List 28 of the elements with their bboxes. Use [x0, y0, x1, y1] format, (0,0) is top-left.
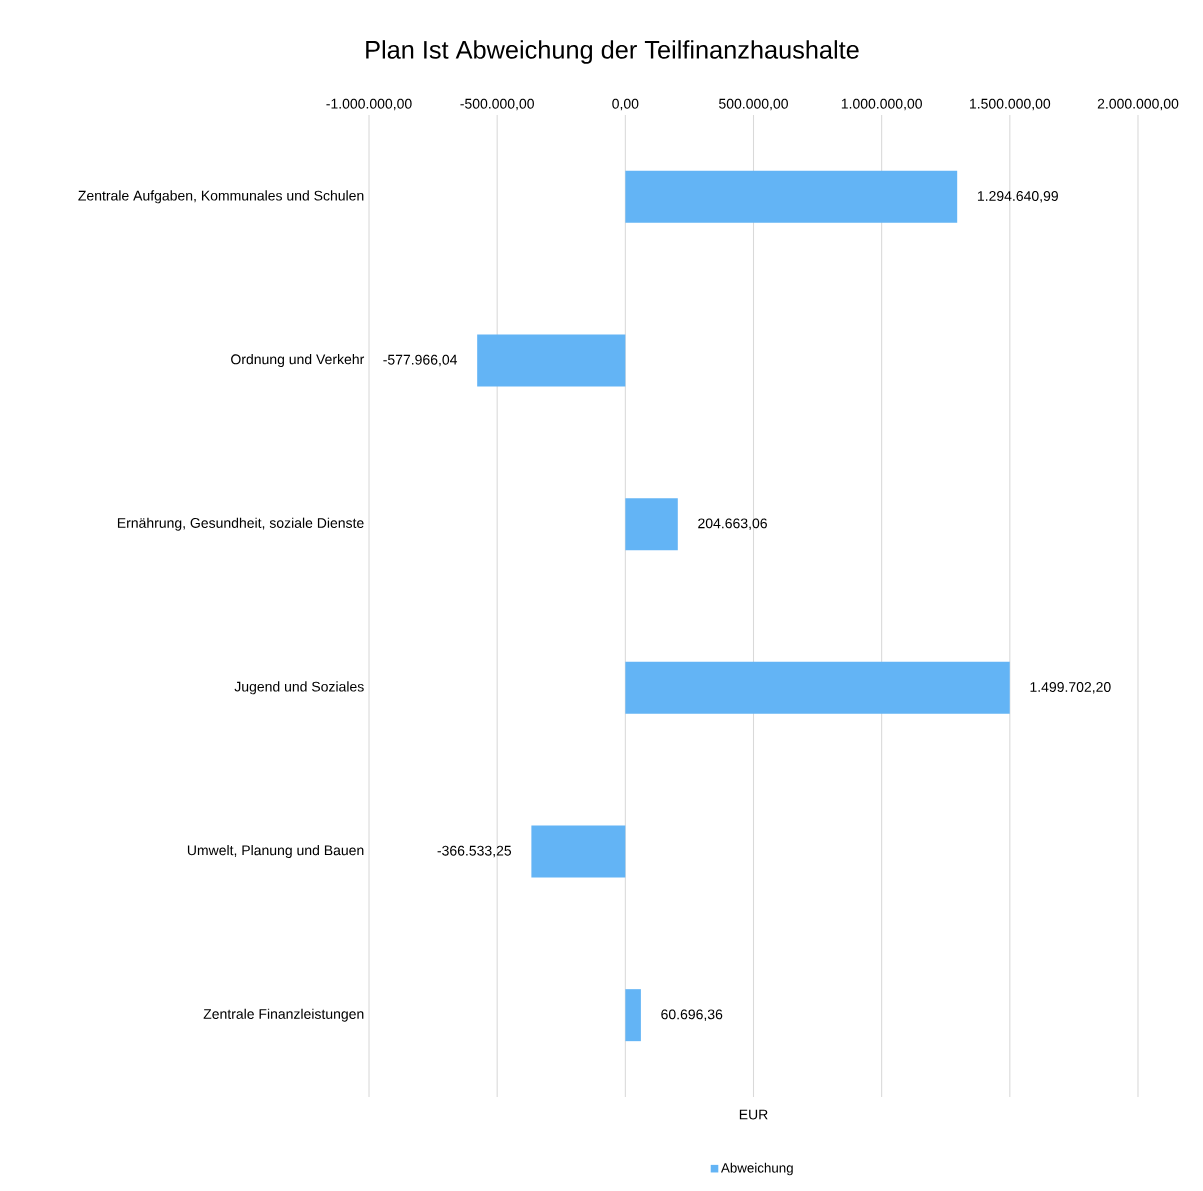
- bar: [477, 334, 626, 387]
- chart-title: Plan Ist Abweichung der Teilfinanzhaushalte: [366, 40, 859, 64]
- x-tick-label: 1.000.000,00: [841, 98, 922, 111]
- x-tick-label: 2.000.000,00: [1097, 98, 1179, 111]
- x-axis-title: EUR: [739, 1109, 768, 1120]
- bar: [531, 825, 626, 878]
- bar: [625, 498, 678, 551]
- y-tick-label: Ordnung und Verkehr: [231, 353, 365, 368]
- bar: [625, 170, 958, 223]
- y-tick-label: Zentrale Finanzleistungen: [203, 1008, 364, 1022]
- bar: [625, 989, 641, 1042]
- y-tick-label: Jugend und Soziales: [234, 681, 364, 695]
- y-tick-label: Umwelt, Planung und Bauen: [187, 844, 364, 859]
- data-label: 204.663,06: [698, 518, 767, 530]
- data-label: 1.294.640,99: [977, 191, 1058, 203]
- x-tick-label: -1.000.000,00: [326, 98, 412, 111]
- data-label: -366.533,25: [437, 845, 512, 858]
- x-tick-label: 0,00: [612, 98, 639, 111]
- data-label: 60.696,36: [661, 1009, 723, 1021]
- legend-label: Abweichung: [720, 1162, 793, 1176]
- x-tick-label: 1.500.000,00: [970, 98, 1051, 111]
- bar: [625, 661, 1010, 714]
- x-tick-label: -500.000,00: [460, 98, 534, 111]
- y-tick-label: Ernährung, Gesundheit, soziale Dienste: [117, 517, 364, 531]
- x-tick-label: 500.000,00: [719, 98, 788, 111]
- data-label: -577.966,04: [383, 354, 458, 367]
- y-tick-label: Zentrale Aufgaben, Kommunales und Schulen: [78, 190, 364, 204]
- data-label: 1.499.702,20: [1030, 682, 1111, 694]
